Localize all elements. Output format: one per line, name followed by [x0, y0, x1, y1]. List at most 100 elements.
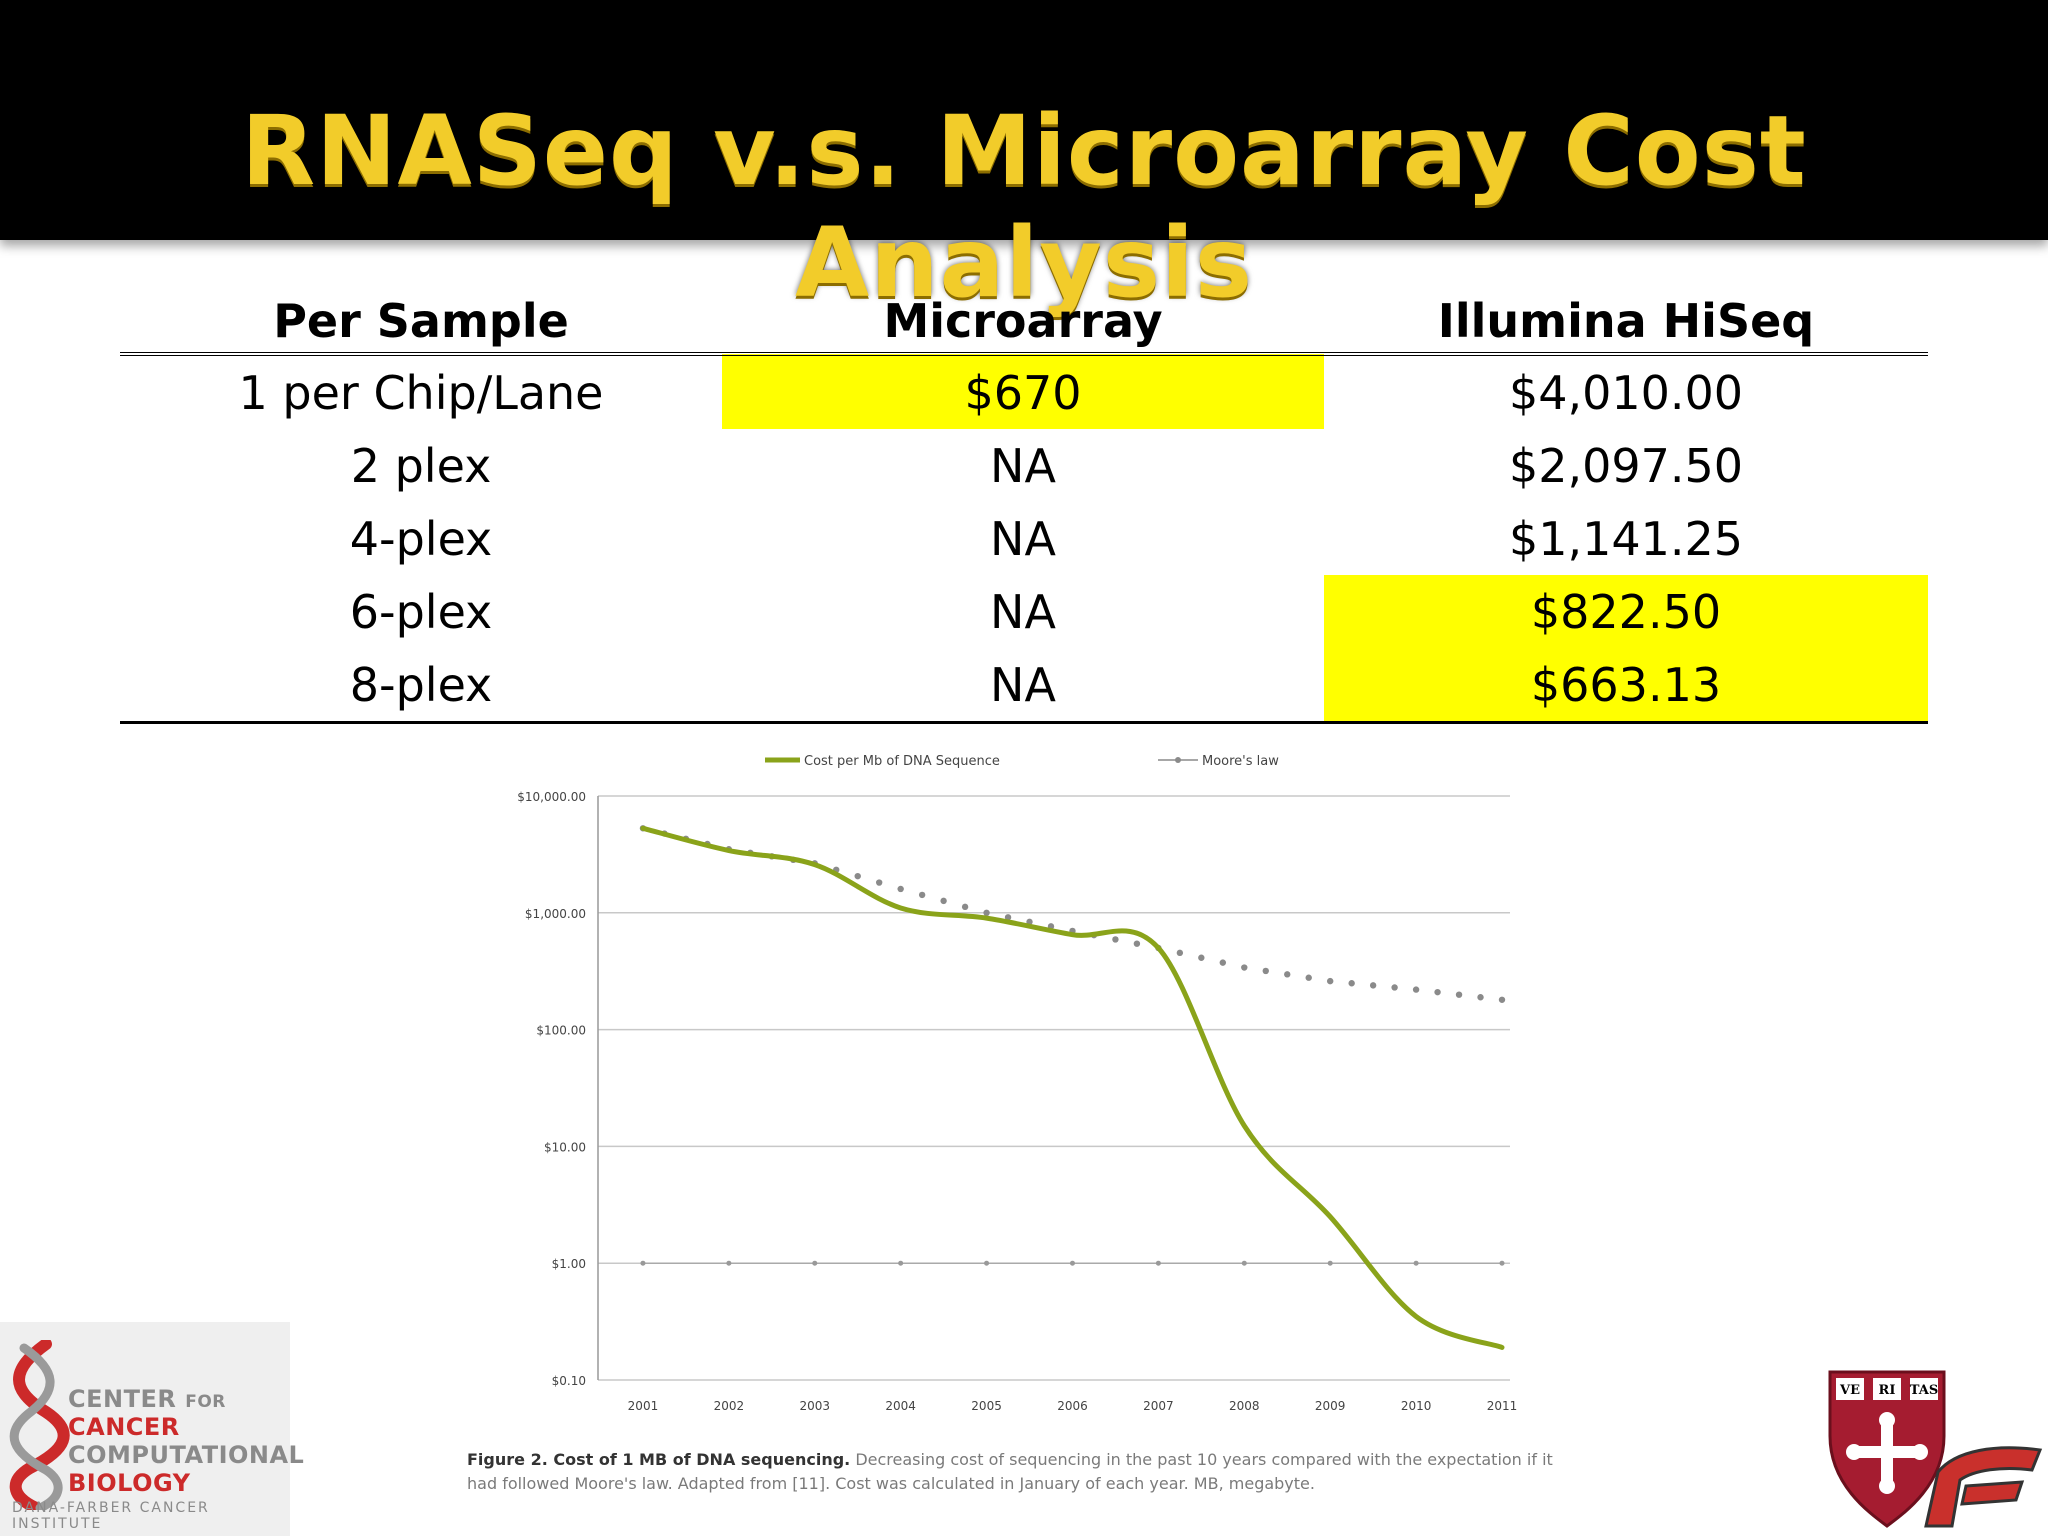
- x-tick-label: 2004: [885, 1399, 916, 1413]
- ccb-line-cancer: CANCER: [68, 1413, 180, 1441]
- y-tick-label: $1.00: [552, 1257, 586, 1271]
- sequencing-cost-chart: $10,000.00 $1,000.00 $100.00 $10.00 $1.00 $0.…: [517, 754, 1518, 1413]
- series-point-moores-law: [1369, 982, 1377, 989]
- header-per-sample: Per Sample: [120, 278, 722, 356]
- series-point-one-dollar: [1413, 1260, 1419, 1266]
- table-header-row: Per Sample Microarray Illumina HiSeq: [120, 278, 1928, 356]
- ccb-line-computational: COMPUTATIONAL: [68, 1441, 305, 1469]
- legend-label-cost: Cost per Mb of DNA Sequence: [804, 754, 1000, 769]
- x-tick-label: 2002: [714, 1399, 745, 1413]
- slide-title: RNASeq v.s. Microarray Cost Analysis: [241, 95, 1807, 319]
- series-point-moores-law: [1348, 980, 1355, 987]
- series-point-one-dollar: [812, 1260, 818, 1266]
- caption-bold: Figure 2. Cost of 1 MB of DNA sequencing…: [467, 1450, 851, 1469]
- series-point-moores-law: [940, 897, 947, 905]
- table-row: 2 plex NA $2,097.50: [120, 429, 1928, 502]
- series-point-one-dollar: [898, 1260, 904, 1266]
- series-point-moores-law: [1219, 959, 1227, 966]
- series-point-one-dollar: [640, 1260, 646, 1266]
- series-point-moores-law: [1498, 996, 1506, 1003]
- row-label: 6-plex: [349, 584, 493, 639]
- series-point-moores-law: [1477, 994, 1484, 1001]
- row-label: 1 per Chip/Lane: [238, 365, 604, 420]
- x-tick-label: 2010: [1401, 1399, 1432, 1413]
- series-point-moores-law: [875, 879, 883, 886]
- series-point-moores-law: [1391, 984, 1398, 991]
- y-tick-label: $0.10: [552, 1374, 586, 1388]
- x-tick-label: 2009: [1315, 1399, 1346, 1413]
- veritas-letters-1: VE: [1839, 1383, 1860, 1398]
- veritas-letters-3: TAS: [1910, 1383, 1938, 1398]
- series-point-moores-law: [1455, 991, 1463, 998]
- table-row: 4-plex NA $1,141.25: [120, 502, 1928, 575]
- series-point-moores-law: [1112, 936, 1119, 943]
- caption-text: Decreasing cost of sequencing in the pas…: [467, 1450, 1553, 1493]
- harvard-shield-logo: VE RI TAS: [1826, 1366, 2048, 1536]
- series-point-moores-law: [1305, 974, 1312, 981]
- figure-caption: Figure 2. Cost of 1 MB of DNA sequencing…: [467, 1448, 1577, 1496]
- series-point-one-dollar: [726, 1260, 732, 1266]
- hiseq-cell: $4,010.00: [1508, 365, 1744, 420]
- x-tick-label: 2011: [1487, 1399, 1518, 1413]
- hiseq-cell: $663.13: [1324, 648, 1928, 724]
- row-label: 2 plex: [350, 438, 492, 493]
- table-row: 8-plex NA $663.13: [120, 648, 1928, 724]
- hiseq-cell: $1,141.25: [1508, 511, 1744, 566]
- microarray-cell: NA: [990, 438, 1056, 493]
- legend-marker-moores-law: [1175, 757, 1181, 763]
- series-point-one-dollar: [1327, 1260, 1333, 1266]
- row-label: 8-plex: [120, 648, 722, 724]
- series-point-moores-law: [983, 909, 990, 916]
- series-point-moores-law: [897, 885, 904, 893]
- x-tick-label: 2007: [1143, 1399, 1174, 1413]
- series-point-moores-law: [1176, 949, 1184, 957]
- y-tick-label: $1,000.00: [525, 907, 586, 921]
- series-point-moores-law: [1241, 964, 1248, 971]
- series-point-moores-law: [1326, 977, 1334, 985]
- series-point-one-dollar: [1069, 1260, 1075, 1266]
- series-point-moores-law: [1412, 986, 1420, 993]
- series-point-moores-law: [854, 872, 861, 880]
- series-point-moores-law: [1198, 954, 1205, 961]
- series-line-cost-per-mb: [640, 825, 1505, 1350]
- y-tick-label: $100.00: [536, 1024, 586, 1038]
- series-point-moores-law: [1262, 967, 1269, 975]
- header-illumina-hiseq: Illumina HiSeq: [1324, 278, 1928, 356]
- microarray-cell: NA: [990, 511, 1056, 566]
- series-point-one-dollar: [1155, 1260, 1161, 1266]
- ccb-line-biology: BIOLOGY: [68, 1469, 191, 1497]
- title-band: RNASeq v.s. Microarray Cost Analysis: [0, 0, 2048, 319]
- microarray-cell: NA: [722, 648, 1324, 724]
- table-row: 6-plex NA $822.50: [120, 575, 1928, 648]
- x-tick-label: 2006: [1057, 1399, 1088, 1413]
- series-point-one-dollar: [1241, 1260, 1247, 1266]
- y-tick-label: $10,000.00: [517, 790, 586, 804]
- series-point-moores-law: [1004, 914, 1012, 921]
- row-label: 4-plex: [349, 511, 493, 566]
- microarray-cell: $670: [722, 354, 1324, 429]
- x-tick-label: 2005: [971, 1399, 1002, 1413]
- series-point-one-dollar: [1499, 1260, 1505, 1266]
- ccb-line-dfci: DANA-FARBER CANCER INSTITUTE: [12, 1500, 210, 1532]
- legend-label-moores-law: Moore's law: [1202, 754, 1279, 769]
- y-tick-label: $10.00: [544, 1140, 586, 1154]
- ccb-logo: CENTER FOR CANCER COMPUTATIONAL BIOLOGY …: [0, 1322, 304, 1536]
- series-point-one-dollar: [984, 1260, 990, 1266]
- hiseq-cell: $2,097.50: [1508, 438, 1744, 493]
- series-point-moores-law: [918, 891, 926, 899]
- header-microarray: Microarray: [722, 278, 1324, 356]
- hiseq-cell: $822.50: [1324, 575, 1928, 648]
- cost-table: Per Sample Microarray Illumina HiSeq 1 p…: [120, 278, 1928, 724]
- ccb-line-center: CENTER FOR: [68, 1385, 226, 1413]
- veritas-letters-2: RI: [1879, 1383, 1896, 1398]
- series-point-moores-law: [1434, 988, 1441, 996]
- table-row: 1 per Chip/Lane $670 $4,010.00: [120, 354, 1928, 429]
- series-point-moores-law: [1133, 940, 1141, 947]
- series-point-moores-law: [1284, 971, 1291, 978]
- x-tick-label: 2001: [628, 1399, 659, 1413]
- shield-icon: VE RI TAS: [1828, 1370, 2043, 1528]
- series-point-moores-law: [961, 903, 969, 911]
- dna-helix-icon: [9, 1340, 70, 1510]
- x-tick-label: 2008: [1229, 1399, 1260, 1413]
- x-tick-label: 2003: [799, 1399, 830, 1413]
